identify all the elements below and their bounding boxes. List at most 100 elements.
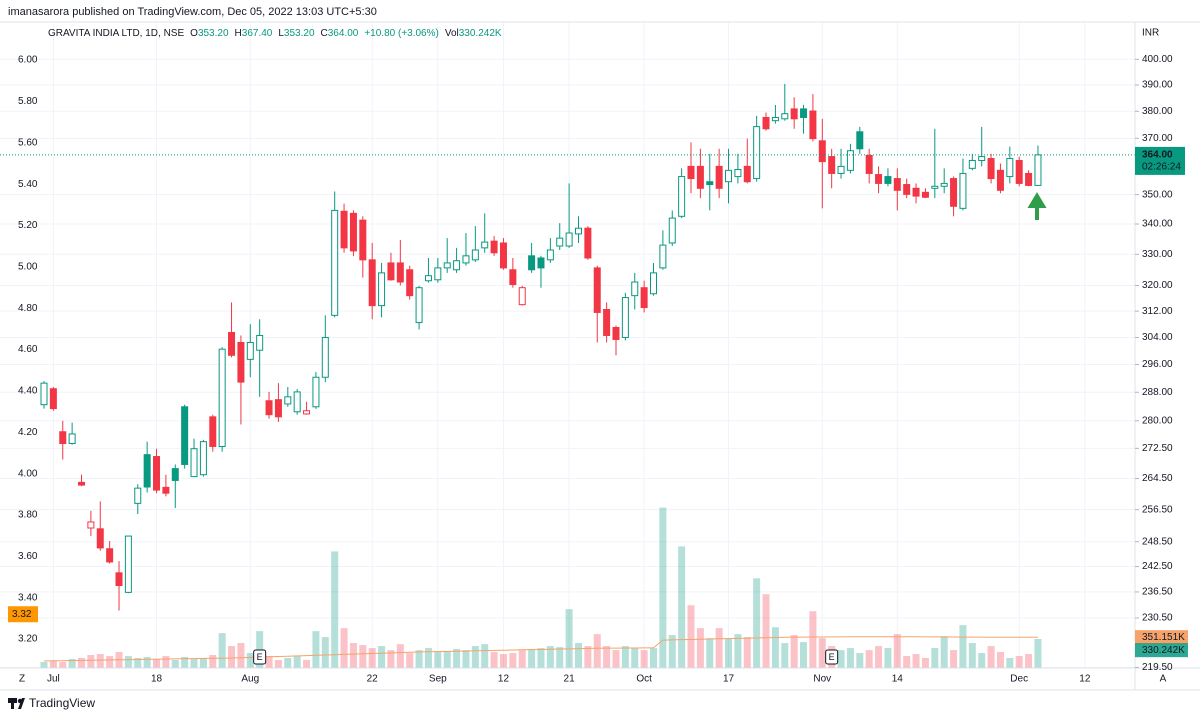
event-label: E (829, 652, 835, 662)
candle-body (996, 169, 1004, 191)
candle-body (115, 572, 123, 587)
candle-body (59, 431, 67, 445)
y2-tick-label: 4.00 (18, 468, 38, 479)
volume-bar (668, 635, 676, 668)
volume-bar (631, 648, 639, 668)
y2-tick-label: 3.80 (18, 510, 38, 521)
candle-body (790, 108, 798, 120)
candle-body (331, 209, 339, 316)
legend-key: L (278, 28, 284, 39)
y-tick-label: 350.00 (1142, 189, 1173, 200)
candle-body (284, 396, 292, 405)
candle-body (443, 262, 451, 269)
volume-bar (312, 631, 320, 668)
candle-body (678, 176, 686, 217)
candle-body (96, 528, 104, 549)
y-tick-label: 236.50 (1142, 587, 1173, 598)
candle-body (303, 410, 311, 415)
y-tick-label: 304.00 (1142, 332, 1173, 343)
candle-body (762, 116, 770, 130)
candle-body (396, 262, 404, 283)
legend-key: H (235, 28, 242, 39)
candle-body (603, 309, 611, 336)
volume-bar (134, 657, 142, 668)
candle-body (959, 172, 967, 209)
candle-body (753, 126, 761, 180)
candle-body (509, 269, 517, 286)
candle-body (378, 272, 386, 307)
y-tick-label: 230.50 (1142, 613, 1173, 624)
candle-body (87, 521, 95, 529)
x-tick-label: 14 (892, 674, 904, 685)
y-tick-label: 296.00 (1142, 359, 1173, 370)
candle-body (228, 331, 236, 356)
publisher: imanasarora published on TradingView.com… (8, 6, 377, 18)
volume-bar (518, 650, 526, 668)
volume-bar (218, 633, 226, 668)
left-marker-label: 3.32 (12, 609, 32, 620)
candle-body (837, 165, 845, 174)
volume-bar (434, 652, 442, 668)
y2-tick-label: 5.40 (18, 179, 38, 190)
y2-tick-label: 4.80 (18, 303, 38, 314)
candle-body (499, 242, 507, 269)
candle-body (199, 441, 207, 476)
candle-body (218, 348, 226, 447)
candle-body (453, 260, 461, 271)
y-tick-label: 370.00 (1142, 133, 1173, 144)
axes: 400.00 390.00 380.00 370.00 350.00 340.00 330.… (8, 54, 1188, 685)
y-tick-label: 330.00 (1142, 249, 1173, 260)
volume-bar (856, 653, 864, 668)
candle-body (921, 191, 929, 198)
corner-label: A (1160, 674, 1167, 685)
candle-body (809, 110, 817, 140)
volume-bar (340, 628, 348, 668)
volume-bar (968, 643, 976, 668)
candle-body (434, 267, 442, 281)
volume-bar (274, 660, 282, 668)
candle-body (237, 341, 245, 383)
volume-bar (809, 611, 817, 668)
volume-bar (40, 662, 48, 668)
candle-body (987, 158, 995, 180)
candle-body (734, 168, 742, 178)
candle-body (312, 376, 320, 408)
volume-bar (650, 648, 658, 668)
volume-label: 330.242K (1142, 645, 1185, 656)
volume-bar (715, 628, 723, 668)
x-tick-label: Nov (813, 674, 831, 685)
volume-bar (818, 638, 826, 668)
candle-body (528, 255, 536, 271)
x-tick-label: Sep (429, 674, 447, 685)
candle-body (743, 165, 751, 183)
y-tick-label: 340.00 (1142, 219, 1173, 230)
volume-bar (743, 637, 751, 668)
candle-body (537, 257, 545, 269)
volume-bar (978, 653, 986, 668)
candle-body (1034, 154, 1042, 186)
candle-body (668, 217, 676, 244)
legend-value: 353.20 (198, 28, 229, 39)
candle-body (424, 275, 432, 282)
candle-body (781, 113, 789, 120)
symbol: GRAVITA INDIA LTD, 1D, NSE (48, 28, 184, 39)
volume-bar (68, 659, 76, 668)
volume-bar (875, 646, 883, 668)
y-tick-label: 280.00 (1142, 415, 1173, 426)
y2-tick-label: 4.20 (18, 427, 38, 438)
candle-body (481, 241, 489, 249)
y-tick-label: 312.00 (1142, 306, 1173, 317)
candle-body (1015, 159, 1023, 184)
volume-bar (303, 660, 311, 668)
volume-bar (537, 648, 545, 668)
volume-bar (321, 637, 329, 668)
candle-body (406, 269, 414, 297)
y-tick-label: 380.00 (1142, 106, 1173, 117)
corner-label: Z (19, 674, 25, 685)
volume-bar (837, 650, 845, 668)
candle-body (387, 262, 395, 281)
event-marker (253, 649, 267, 665)
volume-bar (950, 650, 958, 668)
volume-bar (209, 655, 217, 668)
volume-bar (865, 650, 873, 668)
